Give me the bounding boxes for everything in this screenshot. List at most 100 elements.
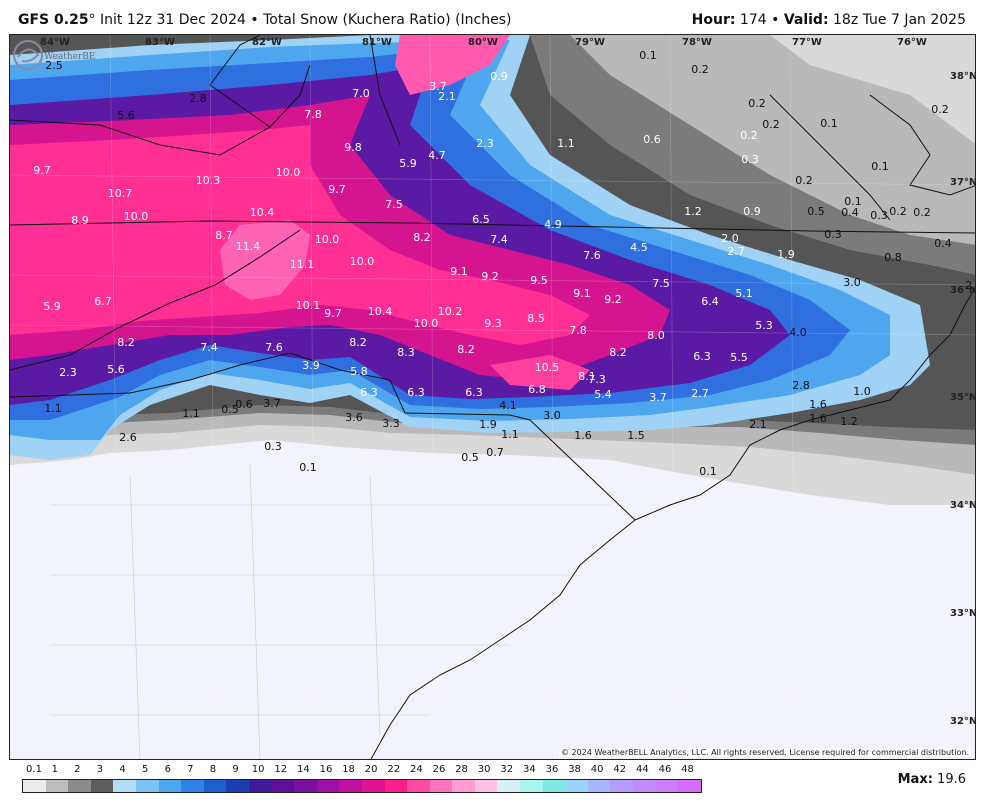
snow-value-label: 0.3: [824, 228, 842, 241]
snow-value-label: 7.5: [652, 277, 670, 290]
scale-tick-label: 32: [500, 764, 514, 775]
lon-label: 78°W: [682, 37, 712, 48]
snow-value-label: 8.2: [413, 231, 431, 244]
max-label: Max:: [897, 772, 933, 787]
snow-value-label: 2.5: [45, 59, 63, 72]
lon-label: 80°W: [468, 37, 498, 48]
valid-label: Valid:: [783, 12, 829, 28]
copyright: © 2024 WeatherBELL Analytics, LLC. All r…: [559, 748, 971, 757]
scale-tick-label: 5: [141, 764, 149, 775]
snow-value-label: 8.5: [527, 312, 545, 325]
snow-value-label: 8.0: [647, 329, 665, 342]
scale-tick-label: 26: [432, 764, 446, 775]
snow-value-label: 0.4: [934, 237, 952, 250]
scale-tick-label: 48: [681, 764, 694, 775]
snow-value-label: 3.9: [302, 359, 320, 372]
lat-label: 34°N: [950, 500, 976, 511]
coastline: [370, 94, 975, 759]
county-lines: [10, 35, 975, 759]
snow-value-label: 2.8: [792, 379, 810, 392]
snow-value-label: 5.9: [43, 300, 61, 313]
map-canvas: 84°W 83°W 82°W 81°W 80°W 79°W 78°W 77°W …: [10, 35, 976, 759]
scale-tick-label: 16: [319, 764, 333, 775]
scale-tick-label: 44: [635, 764, 649, 775]
snow-value-label: 7.3: [588, 373, 606, 386]
scale-tick-label: 3: [96, 764, 104, 775]
scale-tick-label: 0.1: [26, 764, 42, 775]
snow-value-label: 7.8: [304, 108, 322, 121]
snow-value-label: 9.5: [530, 274, 548, 287]
snow-value-label: 11.1: [290, 258, 315, 271]
snow-value-label: 9.2: [604, 293, 622, 306]
separator: •: [250, 12, 259, 28]
scale-swatch: [429, 780, 453, 792]
snow-value-label: 0.1: [871, 160, 889, 173]
scale-swatch: [678, 780, 701, 792]
snow-value-label: 10.7: [108, 187, 133, 200]
snow-value-label: 5.8: [350, 365, 368, 378]
snow-value-labels: 2.52.85.67.03.72.10.90.10.20.20.20.2 0.10…: [33, 49, 975, 478]
snow-value-label: 6.4: [701, 295, 719, 308]
snow-value-label: 1.6: [574, 429, 592, 442]
snow-value-label: 1.1: [182, 407, 200, 420]
snow-value-label: 5.4: [594, 388, 612, 401]
snow-value-label: 2.0: [721, 232, 739, 245]
scale-swatch: [113, 780, 136, 792]
scale-bar: [22, 779, 702, 793]
scale-swatch: [271, 780, 295, 792]
snow-value-label: 10.0: [315, 233, 340, 246]
lat-labels: 38°N 37°N 36°N 35°N 34°N 33°N 32°N: [950, 71, 976, 727]
snow-value-label: 0.1: [299, 461, 317, 474]
snow-value-label: 8.2: [349, 336, 367, 349]
separator-2: •: [771, 12, 780, 28]
scale-swatch: [542, 780, 566, 792]
scale-tick-label: 28: [455, 764, 468, 775]
snow-value-label: 1.2: [684, 205, 702, 218]
snow-value-label: 0.2: [931, 103, 949, 116]
snow-value-label: 9.7: [33, 164, 51, 177]
snow-value-label: 3.6: [345, 411, 363, 424]
snow-value-label: 9.3: [484, 317, 502, 330]
snow-map[interactable]: 84°W 83°W 82°W 81°W 80°W 79°W 78°W 77°W …: [9, 34, 976, 760]
snow-value-label: 5.6: [107, 363, 125, 376]
snow-value-label: 9.8: [344, 141, 362, 154]
snow-value-label: 7.4: [490, 233, 508, 246]
snow-value-label: 6.3: [693, 350, 711, 363]
scale-swatch: [610, 780, 634, 792]
snow-value-label: 5.5: [730, 351, 748, 364]
scale-tick-label: 12: [274, 764, 288, 775]
snow-value-label: 8.1: [578, 370, 596, 383]
snow-value-label: 0.7: [486, 446, 504, 459]
snow-value-label: 1.5: [627, 429, 645, 442]
scale-swatch: [474, 780, 498, 792]
snow-value-label: 2.6: [119, 431, 137, 444]
logo-text: WeatherBELL: [44, 52, 96, 62]
init-time: Init 12z 31 Dec 2024: [100, 12, 246, 28]
scale-tick-label: 6: [164, 764, 171, 775]
snow-value-label: 10.2: [438, 305, 463, 318]
scale-swatch: [655, 780, 679, 792]
snow-value-label: 4.0: [789, 326, 807, 339]
snow-value-label: 0.1: [639, 49, 657, 62]
scale-swatch: [248, 780, 272, 792]
snow-value-label: 6.3: [360, 386, 378, 399]
scale-swatch: [565, 780, 588, 792]
scale-tick-label: 24: [409, 764, 423, 775]
snow-value-label: 2.1: [749, 418, 767, 431]
snow-value-label: 3.7: [429, 80, 447, 93]
snow-value-label: 1.9: [479, 418, 497, 431]
snow-value-label: 0.5: [807, 205, 825, 218]
color-scale: 0.1 1 2 3 4 5 6 7 8 9 10 12 14 16 18 20 22 24 26 28 30 32 34 36…: [22, 764, 702, 794]
snow-value-label: 7.6: [583, 249, 601, 262]
county-lines-south: [50, 464, 610, 759]
scale-swatch: [226, 780, 249, 792]
scale-swatch: [520, 780, 543, 792]
lon-label: 76°W: [897, 37, 927, 48]
scale-tick-label: 10: [251, 764, 265, 775]
scale-tick-label: 9: [232, 764, 239, 775]
snow-value-label: 10.0: [350, 255, 375, 268]
snow-value-label: 6.3: [465, 386, 483, 399]
scale-tick-label: 7: [187, 764, 194, 775]
snow-value-label: 2.1: [438, 90, 456, 103]
pink-spot-ne: [395, 35, 510, 95]
